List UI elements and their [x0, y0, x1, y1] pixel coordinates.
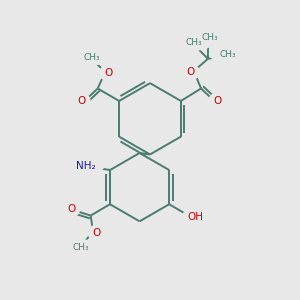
- Ellipse shape: [208, 92, 227, 109]
- Ellipse shape: [209, 46, 246, 62]
- Ellipse shape: [62, 201, 80, 217]
- Text: O: O: [213, 96, 222, 106]
- Text: CH₃: CH₃: [219, 50, 236, 59]
- Text: CH₃: CH₃: [73, 243, 89, 252]
- Text: CH₃: CH₃: [186, 38, 202, 47]
- Text: O: O: [187, 67, 195, 77]
- Text: O: O: [92, 228, 101, 238]
- Text: O: O: [104, 68, 112, 78]
- Ellipse shape: [175, 34, 213, 51]
- Ellipse shape: [181, 209, 209, 225]
- Ellipse shape: [72, 92, 91, 109]
- Ellipse shape: [68, 158, 105, 174]
- Ellipse shape: [62, 239, 100, 256]
- Text: NH₂: NH₂: [76, 160, 96, 171]
- Ellipse shape: [182, 64, 200, 80]
- Text: OH: OH: [187, 212, 203, 222]
- Ellipse shape: [99, 65, 117, 81]
- Ellipse shape: [191, 30, 228, 46]
- Text: O: O: [77, 96, 86, 106]
- Ellipse shape: [87, 225, 106, 241]
- Text: CH₃: CH₃: [201, 33, 218, 42]
- Ellipse shape: [73, 49, 111, 65]
- Text: CH₃: CH₃: [84, 53, 100, 62]
- Text: O: O: [67, 204, 75, 214]
